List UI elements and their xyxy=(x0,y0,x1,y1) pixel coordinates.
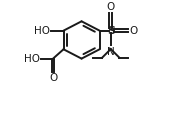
Text: HO: HO xyxy=(24,54,40,64)
Text: HO: HO xyxy=(34,26,50,36)
Text: S: S xyxy=(107,26,115,36)
Text: N: N xyxy=(107,47,115,57)
Text: O: O xyxy=(107,2,115,12)
Text: O: O xyxy=(129,26,138,36)
Text: O: O xyxy=(49,73,57,83)
